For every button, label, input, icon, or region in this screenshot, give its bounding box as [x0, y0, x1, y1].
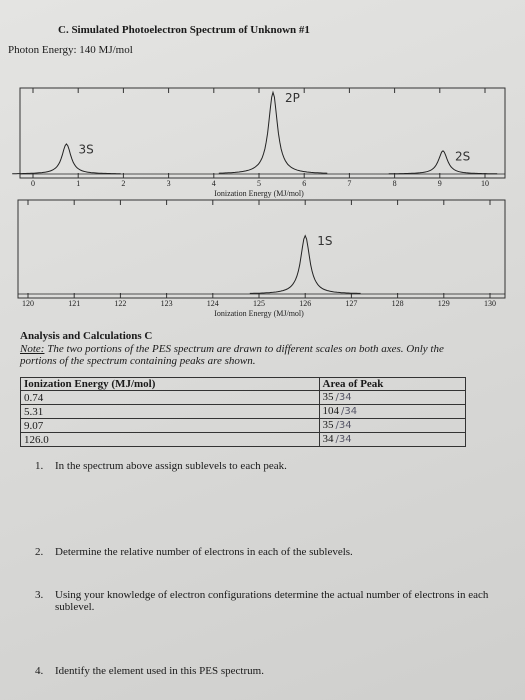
- x-axis-label: Ionization Energy (MJ/mol): [214, 309, 304, 318]
- peak: [12, 143, 121, 175]
- peak-annotation: 2S: [455, 149, 470, 163]
- header-cell: Area of Peak: [318, 377, 467, 391]
- peak: [388, 150, 498, 175]
- note-text: The two portions of the PES spectrum are…: [20, 343, 444, 367]
- cell-value: 35: [322, 391, 334, 403]
- note-label: Note:: [20, 343, 45, 355]
- x-tick-label: 123: [161, 299, 173, 308]
- title: C. Simulated Photoelectron Spectrum of U…: [58, 24, 310, 36]
- handwritten-note: /34: [335, 420, 352, 431]
- x-tick-label: 128: [392, 299, 404, 308]
- subtitle: Photon Energy: 140 MJ/mol: [8, 44, 133, 56]
- cell-value: 34: [322, 433, 334, 445]
- x-tick-label: 121: [68, 299, 80, 308]
- question-text: Determine the relative number of electro…: [55, 546, 353, 558]
- table-row: 0.74 35/34: [20, 390, 467, 405]
- x-tick-label: 124: [207, 299, 219, 308]
- cell: 0.74: [20, 390, 320, 405]
- x-tick-label: 122: [114, 299, 126, 308]
- question: 3. Using your knowledge of electron confi…: [35, 589, 515, 613]
- x-tick-label: 130: [484, 299, 496, 308]
- question-text: Identify the element used in this PES sp…: [55, 665, 264, 677]
- x-tick-label: 129: [438, 299, 450, 308]
- x-tick-label: 127: [345, 299, 357, 308]
- x-tick-label: 125: [253, 299, 265, 308]
- header-cell: Ionization Energy (MJ/mol): [20, 377, 320, 391]
- handwritten-note: /34: [335, 434, 352, 445]
- cell: 35/34: [318, 390, 467, 405]
- x-tick-label: 126: [299, 299, 311, 308]
- question-number: 3.: [35, 589, 44, 601]
- x-tick-label: 8: [393, 179, 397, 188]
- question-number: 2.: [35, 546, 44, 558]
- x-tick-label: 1: [76, 179, 80, 188]
- table-row: 9.07 35/34: [20, 418, 467, 433]
- question-number: 1.: [35, 460, 44, 472]
- x-tick-label: 6: [302, 179, 306, 188]
- peak: [218, 90, 328, 174]
- question-text: Using your knowledge of electron configu…: [55, 589, 489, 613]
- plot-frame: [19, 87, 506, 179]
- peak: [249, 234, 361, 294]
- data-table: Ionization Energy (MJ/mol) Area of Peak 0…: [20, 377, 467, 447]
- plot-frame: [17, 199, 506, 299]
- cell-value: 35: [322, 419, 334, 431]
- question: 1. In the spectrum above assign sublevels…: [35, 460, 515, 472]
- cell: 104/34: [318, 404, 467, 419]
- note: Note: The two portions of the PES spectr…: [20, 343, 480, 367]
- peak-annotation: 1S: [317, 234, 332, 248]
- peak-annotation: 2P: [285, 91, 300, 105]
- question-number: 4.: [35, 665, 44, 677]
- x-tick-label: 7: [347, 179, 351, 188]
- cell: 34/34: [318, 432, 467, 447]
- x-tick-label: 5: [257, 179, 261, 188]
- peak-annotation: 3S: [78, 142, 93, 156]
- table-header: Ionization Energy (MJ/mol) Area of Peak: [20, 377, 467, 391]
- handwritten-note: /34: [341, 406, 358, 417]
- x-tick-label: 2: [121, 179, 125, 188]
- handwritten-note: /34: [335, 392, 352, 403]
- cell: 5.31: [20, 404, 320, 419]
- x-tick-label: 4: [212, 179, 216, 188]
- cell: 9.07: [20, 418, 320, 433]
- question: 2. Determine the relative number of elect…: [35, 546, 515, 558]
- x-tick-label: 9: [438, 179, 442, 188]
- table-row: 126.0 34/34: [20, 432, 467, 447]
- question: 4. Identify the element used in this PES …: [35, 665, 515, 677]
- x-tick-label: 10: [481, 179, 489, 188]
- question-text: In the spectrum above assign sublevels t…: [55, 460, 287, 472]
- cell-value: 104: [322, 405, 340, 417]
- analysis-heading: Analysis and Calculations C: [20, 330, 153, 342]
- cell: 126.0: [20, 432, 320, 447]
- x-axis-label: Ionization Energy (MJ/mol): [214, 189, 304, 198]
- x-tick-label: 120: [22, 299, 34, 308]
- table-row: 5.31 104/34: [20, 404, 467, 419]
- x-tick-label: 3: [167, 179, 171, 188]
- cell: 35/34: [318, 418, 467, 433]
- x-tick-label: 0: [31, 179, 35, 188]
